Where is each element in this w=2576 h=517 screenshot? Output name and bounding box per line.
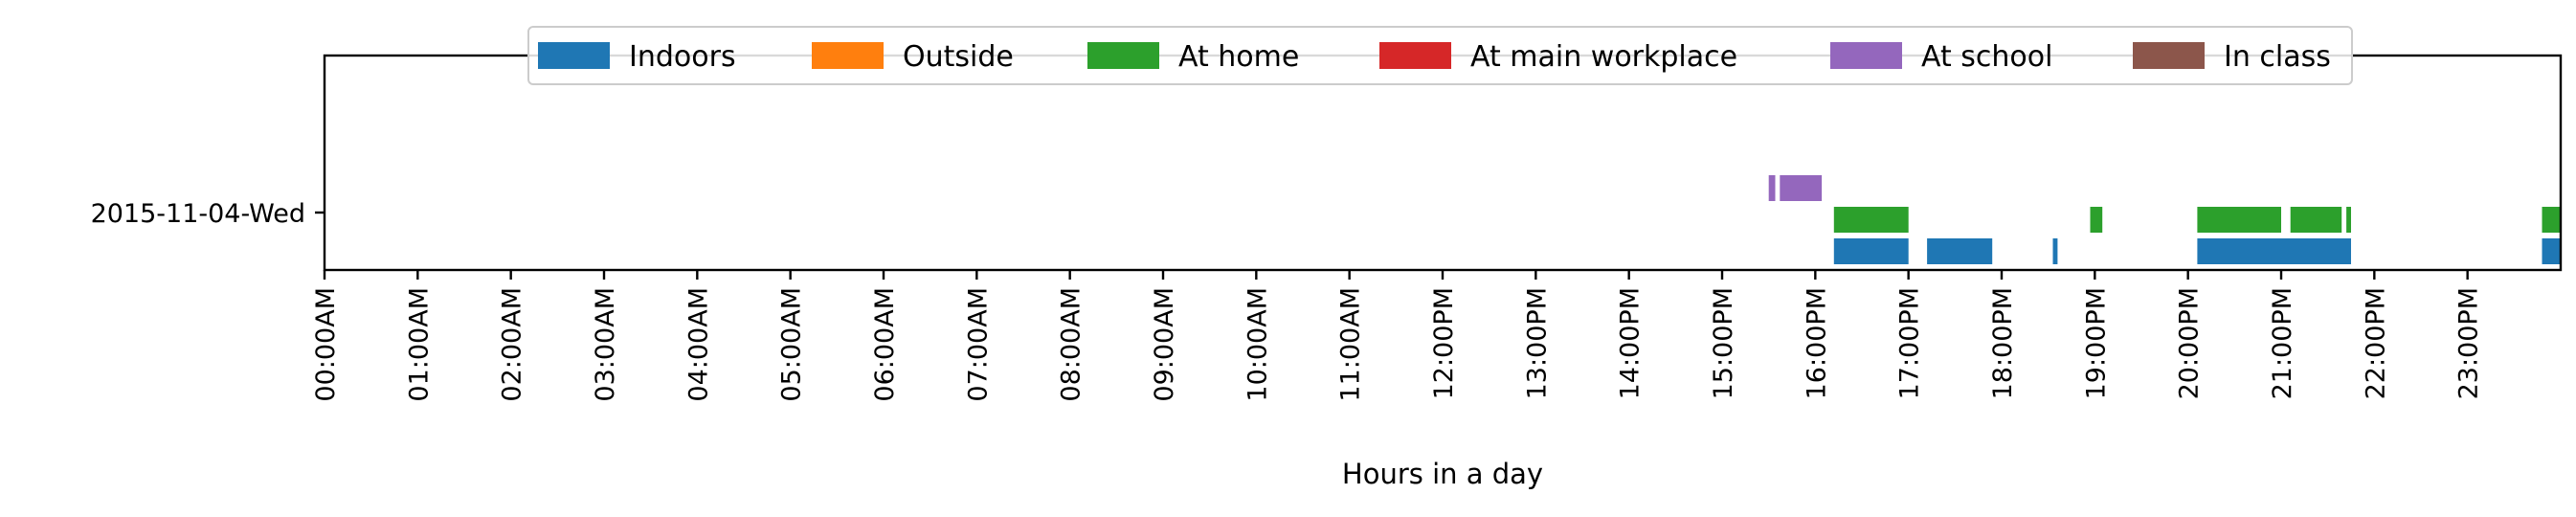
bar-indoors-4 <box>2542 238 2561 264</box>
x-tick-label: 02:00AM <box>498 287 527 402</box>
x-tick-label: 23:00PM <box>2454 287 2484 399</box>
bar-at-home-0 <box>1833 207 1909 233</box>
x-tick-label: 12:00PM <box>1429 287 1459 399</box>
x-tick-label: 13:00PM <box>1522 287 1552 399</box>
bar-indoors-0 <box>1833 238 1909 264</box>
legend-label: At main workplace <box>1470 40 1737 74</box>
x-tick-label: 11:00AM <box>1336 287 1366 402</box>
bar-indoors-2 <box>2052 238 2058 264</box>
legend-swatch-at-home <box>1087 42 1159 69</box>
x-tick-label: 22:00PM <box>2361 287 2390 399</box>
bar-at-school-1 <box>1780 175 1823 201</box>
x-tick-label: 16:00PM <box>1802 287 1831 399</box>
x-tick-label: 04:00AM <box>683 287 713 402</box>
bar-indoors-1 <box>1927 238 1993 264</box>
bar-at-school-0 <box>1768 175 1776 201</box>
x-tick-label: 15:00PM <box>1709 287 1738 399</box>
legend-swatch-in-class <box>2133 42 2205 69</box>
x-axis-title: Hours in a day <box>1342 458 1543 490</box>
bar-indoors-3 <box>2197 238 2351 264</box>
legend-label: In class <box>2224 40 2331 74</box>
legend-swatch-at-school <box>1830 42 1902 69</box>
bar-at-home-5 <box>2542 207 2561 233</box>
y-axis: 2015-11-04-Wed <box>91 199 325 229</box>
bar-at-home-1 <box>2090 207 2103 233</box>
y-tick-label: 2015-11-04-Wed <box>91 199 305 229</box>
legend: Indoors Outside At home At main workplace At… <box>527 26 2353 85</box>
legend-swatch-indoors <box>538 42 610 69</box>
x-tick-label: 14:00PM <box>1616 287 1646 399</box>
x-tick-label: 21:00PM <box>2268 287 2297 399</box>
legend-label: At school <box>1921 40 2052 74</box>
x-tick-label: 17:00PM <box>1895 287 1925 399</box>
x-tick-label: 05:00AM <box>777 287 807 402</box>
x-tick-label: 09:00AM <box>1150 287 1179 402</box>
x-tick-label: 03:00AM <box>591 287 620 402</box>
plot-frame <box>323 54 2563 272</box>
legend-swatch-outside <box>812 42 884 69</box>
bar-at-home-3 <box>2290 207 2342 233</box>
x-tick-label: 07:00AM <box>963 287 993 402</box>
legend-label: Indoors <box>629 40 736 74</box>
x-tick-label: 08:00AM <box>1057 287 1086 402</box>
x-tick-label: 06:00AM <box>870 287 900 402</box>
legend-swatch-at-main-workplace <box>1379 42 1451 69</box>
x-tick-label: 20:00PM <box>2175 287 2205 399</box>
bar-at-home-4 <box>2346 207 2351 233</box>
x-tick-label: 01:00AM <box>404 287 434 402</box>
x-tick-label: 18:00PM <box>1988 287 2018 399</box>
legend-label: At home <box>1178 40 1299 74</box>
bar-at-home-2 <box>2197 207 2281 233</box>
legend-label: Outside <box>903 40 1014 74</box>
x-axis: 00:00AM 01:00AM 02:00AM 03:00AM 04:00AM 05:00… <box>311 270 2484 402</box>
x-tick-label: 00:00AM <box>311 287 341 402</box>
x-tick-label: 10:00AM <box>1243 287 1272 402</box>
bars-layer <box>1768 175 2561 264</box>
x-tick-label: 19:00PM <box>2081 287 2111 399</box>
